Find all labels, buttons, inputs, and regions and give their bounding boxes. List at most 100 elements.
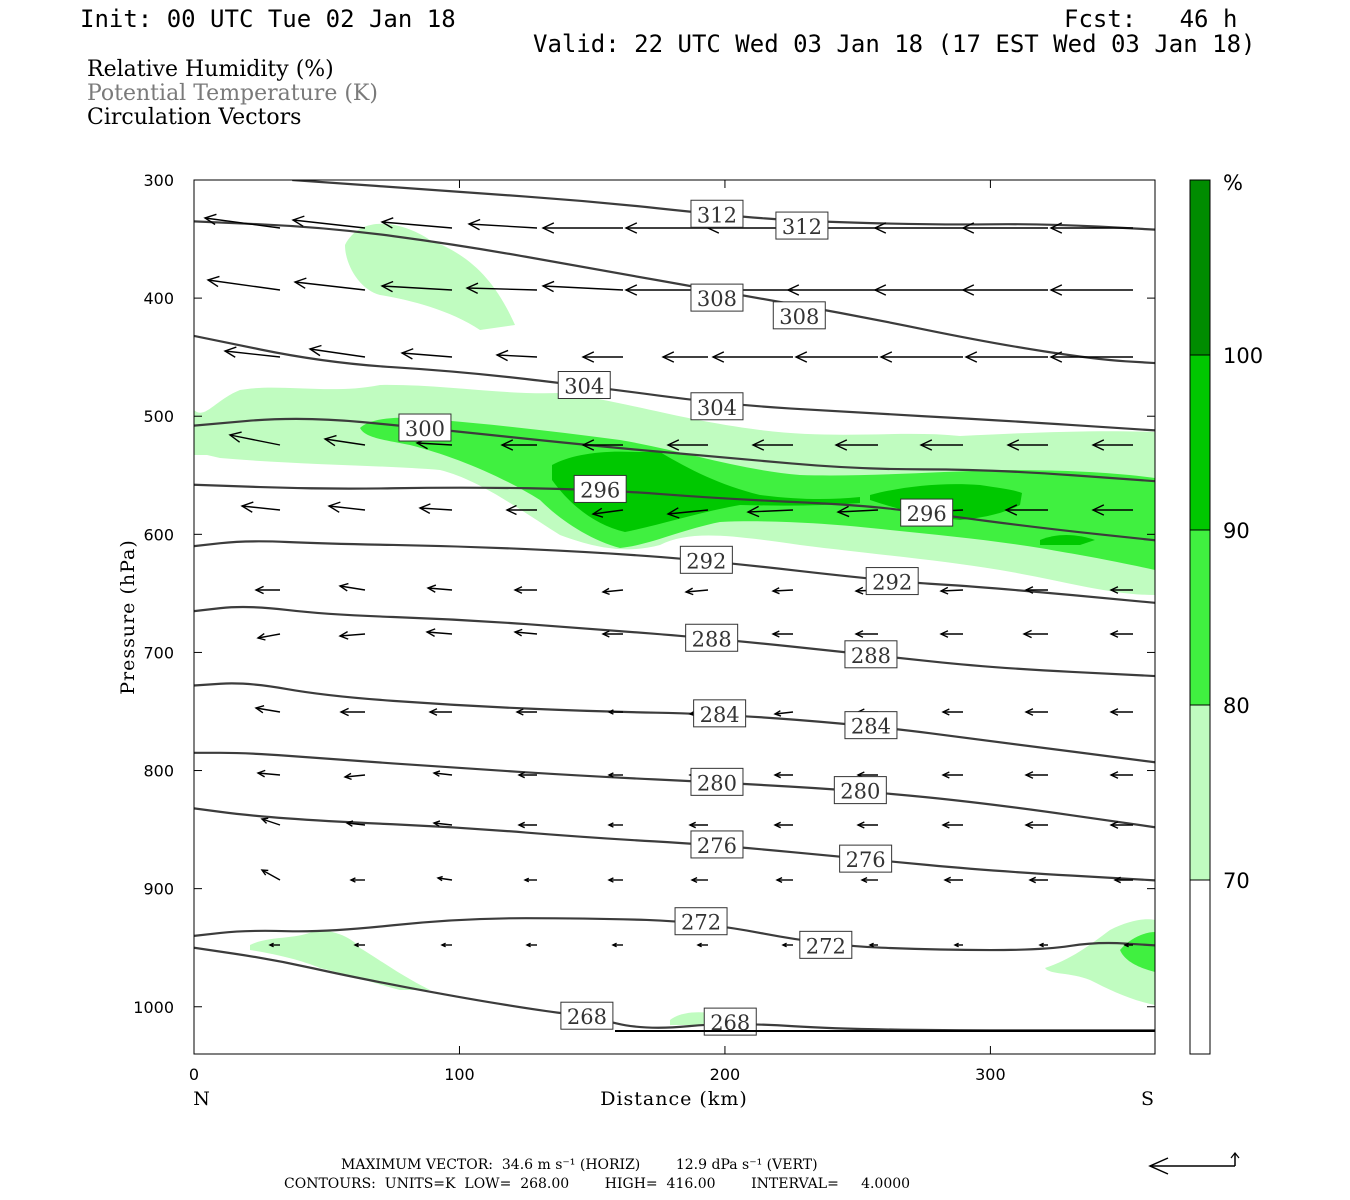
footer-max-vector: MAXIMUM VECTOR: 34.6 m s⁻¹ (HORIZ) 12.9 … <box>341 1157 818 1173</box>
circulation-vector <box>941 708 963 716</box>
circulation-vector <box>773 771 793 779</box>
theta-label-312: 312 <box>775 211 829 240</box>
x-axis-label: Distance (km) <box>600 1088 748 1110</box>
rh90-core-west <box>552 451 860 532</box>
circulation-vector <box>425 628 453 637</box>
circulation-vector <box>773 821 793 829</box>
circulation-vector <box>349 877 365 883</box>
circulation-vector <box>339 707 365 717</box>
circulation-vector <box>495 349 538 362</box>
circulation-vector <box>581 439 623 451</box>
theta-label-308: 308 <box>690 283 744 312</box>
theta-label-276: 276 <box>690 830 744 859</box>
circulation-vector <box>440 942 452 948</box>
circulation-vector <box>879 351 963 363</box>
colorbar-segment <box>1190 180 1210 355</box>
circulation-vector <box>308 344 366 358</box>
circulation-vector <box>591 507 624 518</box>
theta-label-268: 268 <box>560 1001 614 1030</box>
rh80-band <box>360 417 1155 570</box>
circulation-vector <box>338 582 366 592</box>
circulation-vector <box>611 942 623 948</box>
svg-text:312: 312 <box>782 215 822 239</box>
theta-label-292: 292 <box>679 545 733 574</box>
y-tick-label: 800 <box>143 762 174 781</box>
circulation-vector <box>860 876 878 884</box>
svg-text:292: 292 <box>686 549 726 573</box>
circulation-vector <box>1123 942 1133 948</box>
y-tick-label: 400 <box>143 289 174 308</box>
colorbar-segment <box>1190 530 1210 705</box>
circulation-vector <box>1006 439 1048 451</box>
circulation-vector <box>254 585 280 595</box>
y-tick-label: 900 <box>143 880 174 899</box>
circulation-vector <box>607 822 623 828</box>
circulation-vector <box>203 213 281 229</box>
svg-text:272: 272 <box>806 934 846 958</box>
circulation-vector <box>1028 876 1048 884</box>
circulation-vector <box>964 351 1048 363</box>
circulation-vector <box>771 630 793 638</box>
circulation-vector <box>856 821 878 829</box>
circulation-vector <box>500 439 537 451</box>
init-time: Init: 00 UTC Tue 02 Jan 18 <box>80 5 456 33</box>
circulation-vector <box>941 821 963 829</box>
circulation-vector <box>794 351 878 363</box>
circulation-vector <box>343 772 366 781</box>
circulation-vector <box>1038 942 1048 948</box>
theta-label-304: 304 <box>690 392 744 421</box>
circulation-vector <box>939 630 963 638</box>
svg-text:268: 268 <box>567 1005 607 1029</box>
theta-contour-300 <box>194 417 1155 483</box>
circulation-vector <box>751 439 793 451</box>
circulation-vector <box>206 275 281 291</box>
circulation-vector <box>345 820 366 827</box>
contour-labels: 312 312 308 308 304 304 300 296 296 292 292 288 288 2… <box>398 199 954 1036</box>
circulation-vector <box>400 348 453 360</box>
circulation-vector <box>1024 586 1048 594</box>
theta-label-304: 304 <box>557 371 611 400</box>
svg-text:304: 304 <box>564 375 604 399</box>
circulation-vector <box>696 942 708 948</box>
circulation-vector <box>1113 876 1133 884</box>
colorbar-level-90: 90 <box>1223 519 1250 543</box>
theta-contour-312 <box>292 180 1155 231</box>
theta-contour-280 <box>194 751 1155 829</box>
circulation-vector <box>515 708 537 716</box>
theta-label-288: 288 <box>685 623 739 652</box>
circulation-vector <box>432 770 453 777</box>
circulation-vector <box>380 217 453 229</box>
circulation-vector <box>513 628 538 637</box>
circulation-vector <box>268 942 280 948</box>
valid-time: Valid: 22 UTC Wed 03 Jan 18 (17 EST Wed … <box>533 30 1256 58</box>
svg-text:284: 284 <box>700 703 740 727</box>
svg-text:288: 288 <box>692 627 732 651</box>
circulation-vector <box>690 876 708 884</box>
circulation-vector <box>240 501 281 513</box>
colorbar-level-100: 100 <box>1223 344 1263 368</box>
theta-label-312: 312 <box>690 199 744 228</box>
theta-label-280: 280 <box>833 776 887 805</box>
circulation-vector <box>836 505 879 518</box>
circulation-vector <box>601 630 623 638</box>
circulation-vector <box>607 877 623 883</box>
theta-contour-292 <box>194 540 1155 604</box>
circulation-vector <box>873 222 963 234</box>
y-tick-label: 600 <box>143 525 174 544</box>
theta-contour-296 <box>194 483 1155 542</box>
circulation-vector <box>254 705 281 714</box>
circulation-vector <box>323 434 366 447</box>
circulation-vector <box>1024 771 1048 779</box>
colorbar-segment <box>1190 355 1210 530</box>
circulation-vector <box>291 215 366 229</box>
circulation-vector <box>1024 821 1048 829</box>
svg-text:308: 308 <box>779 305 819 329</box>
circulation-vector <box>338 631 366 640</box>
circulation-vector <box>517 821 537 829</box>
svg-text:272: 272 <box>681 911 721 935</box>
svg-text:300: 300 <box>405 417 445 441</box>
legend-circulation-vectors: Circulation Vectors <box>87 105 302 130</box>
circulation-vector <box>1109 708 1133 716</box>
circulation-vector <box>1049 351 1133 363</box>
y-tick-label: 1000 <box>133 998 174 1017</box>
